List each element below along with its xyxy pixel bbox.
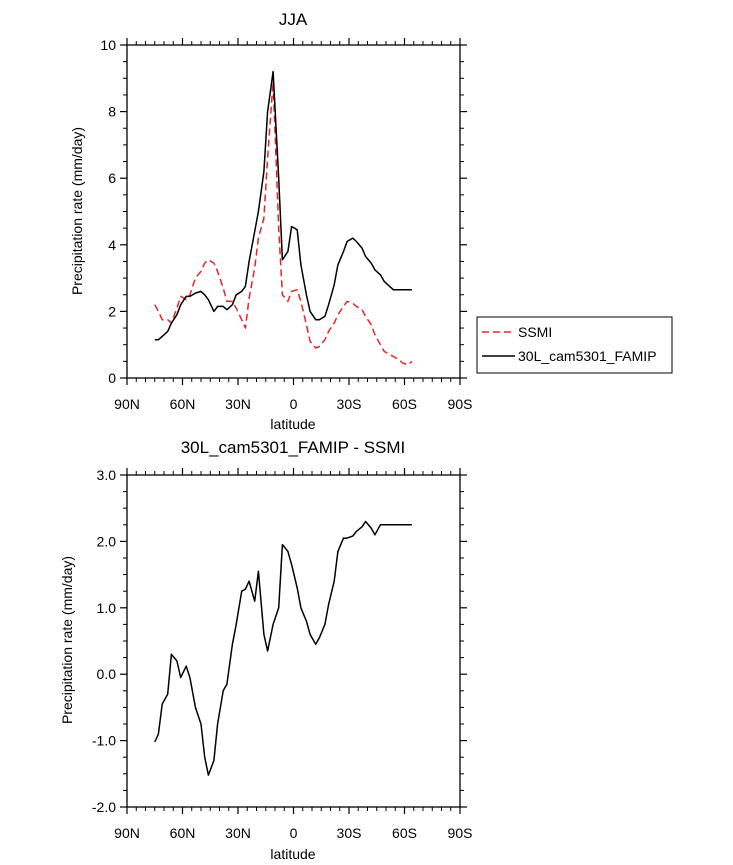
panel-bottom-x-ticks: 90N 60N 30N 0 30S 60S 90S: [114, 468, 472, 841]
panel-top-y-tick-label: 8: [108, 104, 116, 120]
panel-top-series-line-0: [154, 80, 413, 366]
panel-top-x-tick-label: 90S: [448, 396, 473, 412]
panel-bottom-y-tick-label: 2.0: [97, 533, 117, 549]
panel-top-series-line-1: [154, 70, 412, 341]
panel-top-y-tick-label: 2: [108, 303, 116, 319]
panel-top-y-label: Precipitation rate (mm/day): [69, 127, 85, 295]
panel-bottom-title: 30L_cam5301_FAMIP - SSMI: [181, 438, 406, 457]
panel-bottom-x-label: latitude: [270, 846, 315, 862]
panel-bottom-x-tick-label: 30N: [225, 825, 251, 841]
panel-top-y-tick-label: 6: [108, 170, 116, 186]
panel-bottom-x-tick-label: 30S: [337, 825, 362, 841]
panel-top-x-tick-label: 60S: [392, 396, 417, 412]
panel-bottom-y-label: Precipitation rate (mm/day): [59, 556, 75, 724]
legend: SSMI 30L_cam5301_FAMIP: [476, 316, 673, 374]
panel-bottom-y-tick-label: 3.0: [97, 467, 117, 483]
legend-label-model: 30L_cam5301_FAMIP: [518, 348, 657, 364]
panel-bottom-y-tick-label: 1.0: [97, 600, 117, 616]
panel-top-series: [154, 70, 413, 366]
legend-box: [476, 316, 673, 374]
legend-label-ssmi: SSMI: [518, 324, 552, 340]
panel-bottom-x-tick-label: 0: [290, 825, 298, 841]
panel-bottom-y-ticks: -2.0 -1.0 0.0 1.0 2.0 3.0: [92, 467, 467, 815]
panel-top: JJA 0 2 4 6 8 10 90N 60N 30N 0 30S 60S 90S latitude…: [69, 10, 472, 432]
panel-bottom-x-tick-label: 60S: [392, 825, 417, 841]
panel-bottom-y-tick-label: -1.0: [92, 733, 116, 749]
panel-top-x-tick-label: 30S: [337, 396, 362, 412]
panel-top-title: JJA: [279, 10, 308, 29]
panel-top-y-tick-label: 10: [100, 37, 116, 53]
panel-bottom-x-tick-label: 90N: [114, 825, 140, 841]
panel-bottom-y-tick-label: -2.0: [92, 799, 116, 815]
panel-top-x-label: latitude: [270, 416, 315, 432]
panel-bottom-x-tick-label: 60N: [170, 825, 196, 841]
panel-top-y-tick-label: 4: [108, 237, 116, 253]
panel-top-x-tick-label: 60N: [170, 396, 196, 412]
panel-bottom-series: [154, 520, 412, 776]
panel-top-frame: [126, 44, 461, 379]
panel-top-y-tick-label: 0: [108, 370, 116, 386]
panel-bottom-series-line-0: [154, 520, 412, 776]
panel-top-x-tick-label: 0: [290, 396, 298, 412]
panel-bottom-x-tick-label: 90S: [448, 825, 473, 841]
panel-bottom: 30L_cam5301_FAMIP - SSMI -2.0 -1.0 0.0 1.0 2…: [59, 438, 472, 862]
panel-top-x-ticks: 90N 60N 30N 0 30S 60S 90S: [114, 38, 472, 412]
panel-top-x-tick-label: 90N: [114, 396, 140, 412]
panel-bottom-y-tick-label: 0.0: [97, 666, 117, 682]
panel-top-y-ticks: 0 2 4 6 8 10: [100, 37, 467, 386]
panel-top-x-tick-label: 30N: [225, 396, 251, 412]
